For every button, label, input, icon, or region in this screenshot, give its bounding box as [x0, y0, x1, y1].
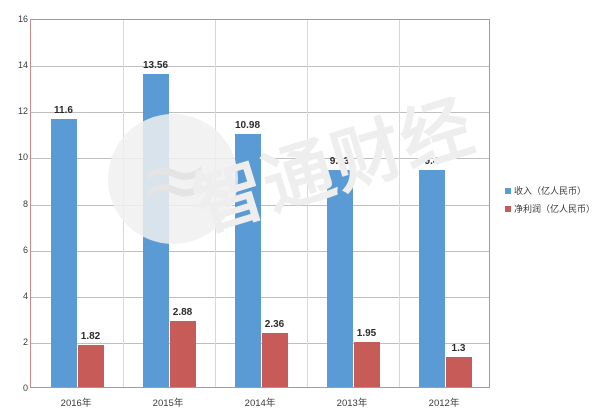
y-tick-label: 12: [17, 106, 28, 117]
y-tick-label: 0: [22, 383, 28, 393]
bar-value-label: 10.98: [234, 119, 261, 131]
legend-item-revenue[interactable]: 收入（亿人民币）: [505, 184, 600, 197]
bar-value-label: 1.3: [451, 343, 466, 355]
bar-value-label: 1.82: [80, 331, 101, 343]
y-tick-label: 6: [22, 244, 28, 255]
x-tick-label: 2012年: [428, 398, 460, 409]
y-axis: 0 2 4 6 8 10 12 14 16: [0, 0, 28, 413]
bar-profit[interactable]: [445, 357, 472, 387]
bar-revenue[interactable]: [142, 74, 169, 387]
category-separator: [123, 20, 124, 387]
bar-value-label: 9.43: [329, 155, 350, 167]
bar-revenue[interactable]: [234, 133, 261, 387]
bar-value-label: 2.88: [172, 306, 193, 318]
y-tick-label: 10: [17, 152, 28, 163]
bar-value-label: 13.56: [142, 60, 169, 72]
legend-swatch-profit-icon: [505, 205, 511, 212]
bar-value-label: 2.36: [264, 318, 285, 330]
bar-value-label: 9.4: [424, 156, 439, 168]
legend-item-profit[interactable]: 净利润（亿人民币）: [505, 202, 600, 215]
y-tick-label: 2: [22, 336, 28, 347]
y-tick-label: 8: [22, 198, 28, 209]
bar-revenue[interactable]: [418, 170, 445, 387]
legend-label-profit: 净利润（亿人民币）: [514, 205, 596, 215]
category-separator: [399, 20, 400, 387]
bar-profit[interactable]: [353, 342, 380, 387]
gridline: [31, 66, 489, 68]
y-tick-label: 4: [22, 290, 28, 301]
x-tick-label: 2016年: [60, 398, 92, 409]
legend-swatch-revenue-icon: [505, 187, 511, 194]
bar-profit[interactable]: [77, 345, 104, 387]
bar-value-label: 1.95: [356, 328, 377, 340]
y-tick-label: 14: [17, 60, 28, 71]
category-separator: [307, 20, 308, 387]
category-separator: [215, 20, 216, 387]
x-axis: 2016年 2015年 2014年 2013年 2012年: [30, 390, 490, 413]
gridline: [31, 112, 489, 114]
bar-value-label: 11.6: [54, 105, 73, 117]
bar-revenue[interactable]: [50, 119, 77, 387]
x-tick-label: 2013年: [336, 398, 368, 409]
x-tick-label: 2014年: [244, 398, 276, 409]
bar-profit[interactable]: [169, 320, 196, 387]
y-tick-label: 16: [17, 14, 28, 24]
bar-profit[interactable]: [261, 332, 288, 387]
bar-revenue[interactable]: [326, 169, 353, 387]
legend-label-revenue: 收入（亿人民币）: [514, 187, 587, 197]
x-tick-label: 2015年: [152, 398, 184, 409]
plot-area: 11.6 1.82 13.56 2.88 10.98 2.36 9.43 1.95 9.4 1.3: [30, 19, 490, 388]
chart-legend: 收入（亿人民币） 净利润（亿人民币）: [505, 184, 600, 220]
